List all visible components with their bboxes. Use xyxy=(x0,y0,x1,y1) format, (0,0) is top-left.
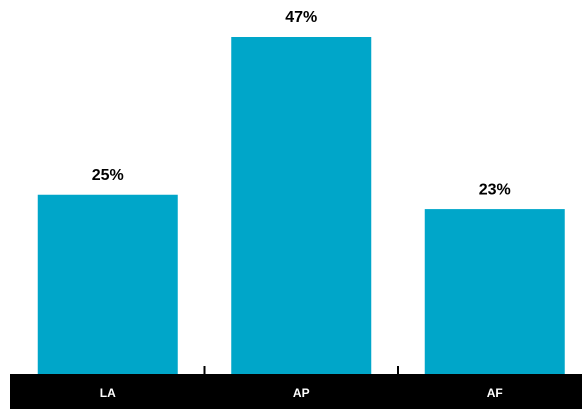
value-label: 47% xyxy=(285,9,317,26)
bar xyxy=(424,209,565,374)
x-tick-label: AF xyxy=(487,386,503,400)
x-tick-label: LA xyxy=(100,386,116,400)
bar xyxy=(231,37,372,374)
bar xyxy=(37,194,178,374)
value-label: 25% xyxy=(92,167,124,184)
value-label: 23% xyxy=(479,181,511,198)
category-band xyxy=(10,374,582,409)
x-tick-label: AP xyxy=(293,386,310,400)
